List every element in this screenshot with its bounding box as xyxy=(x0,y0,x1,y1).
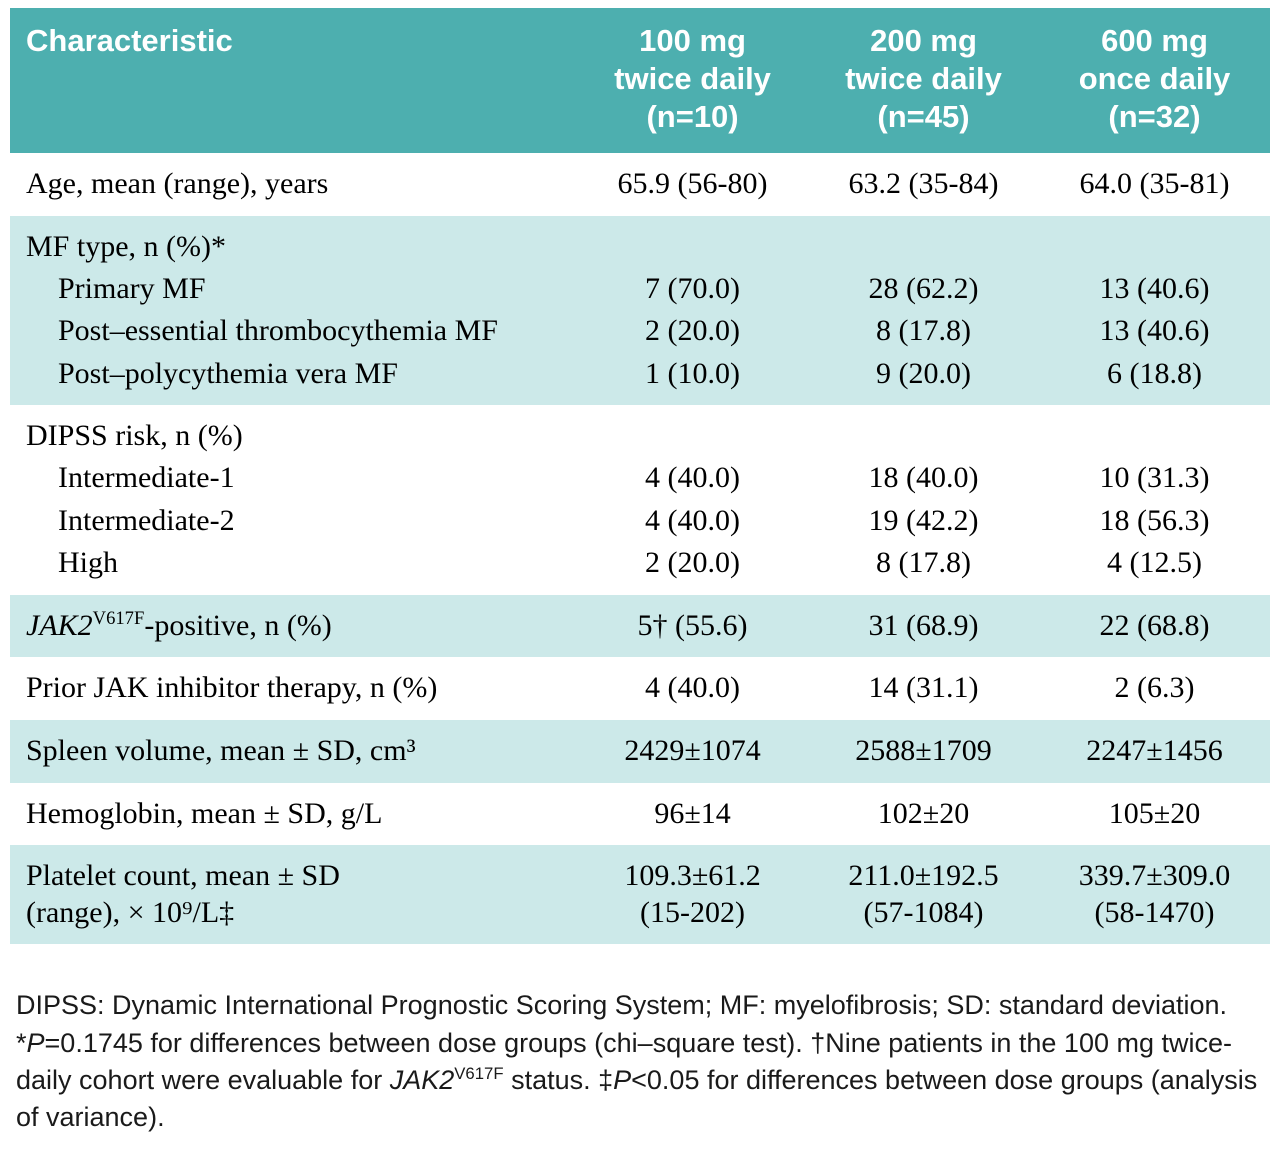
table-row-primary-mf: Primary MF 7 (70.0) 28 (62.2) 13 (40.6) xyxy=(10,267,1270,311)
row-value: 6 (18.8) xyxy=(1039,352,1270,406)
row-value: 22 (68.8) xyxy=(1039,594,1270,658)
row-label: Intermediate-2 xyxy=(58,503,235,537)
row-label: Spleen volume, mean ± SD, cm³ xyxy=(10,719,578,783)
row-value: 2588±1709 xyxy=(808,719,1039,783)
patient-characteristics-table-page: Characteristic 100 mg twice daily (n=10)… xyxy=(10,0,1270,1146)
row-label: Primary MF xyxy=(10,267,578,311)
table-row-hemoglobin: Hemoglobin, mean ± SD, g/L 96±14 102±20 … xyxy=(10,783,1270,846)
row-value: 2247±1456 xyxy=(1039,719,1270,783)
row-value: 14 (31.1) xyxy=(868,671,979,705)
row-label: Platelet count, mean ± SD (range), × 10⁹… xyxy=(10,845,578,945)
row-label: Post–essential thrombocythemia MF xyxy=(10,310,578,353)
row-label: Intermediate-1 xyxy=(58,461,235,494)
header-row: Characteristic 100 mg twice daily (n=10)… xyxy=(10,8,1270,154)
jak2-gene-label: JAK2 xyxy=(389,1064,455,1095)
row-value: 19 (42.2) xyxy=(868,503,979,537)
jak2-label-rest: -positive, n (%) xyxy=(144,608,332,642)
table-row-high-risk: High 2 (20.0) 8 (17.8) 4 (12.5) xyxy=(10,542,1270,595)
row-label: Hemoglobin, mean ± SD, g/L xyxy=(26,796,383,830)
row-value: 9 (20.0) xyxy=(808,352,1039,406)
group-row-label: MF type, n (%)* xyxy=(10,216,1270,268)
footnote-text: =0.1745 for differences between dose gro… xyxy=(16,1027,1232,1095)
patient-characteristics-table: Characteristic 100 mg twice daily (n=10)… xyxy=(10,8,1270,945)
row-value: 13 (40.6) xyxy=(1039,267,1270,311)
row-value: 63.2 (35-84) xyxy=(848,167,999,201)
row-value: 4 (40.0) xyxy=(645,503,741,537)
row-value: 13 (40.6) xyxy=(1039,310,1270,353)
row-value: 2429±1074 xyxy=(577,719,809,783)
footnote-text: DIPSS: Dynamic International Prognostic … xyxy=(16,990,1227,1058)
column-header-100mg: 100 mg twice daily (n=10) xyxy=(577,8,809,154)
row-value: 10 (31.3) xyxy=(1099,461,1210,494)
row-value: 339.7±309.0 (58-1470) xyxy=(1039,845,1270,945)
row-value: 4 (12.5) xyxy=(1107,546,1202,580)
row-value: 28 (62.2) xyxy=(808,267,1039,311)
row-label: JAK2V617F-positive, n (%) xyxy=(10,594,578,658)
table-row-mf-type-header: MF type, n (%)* xyxy=(10,216,1270,268)
row-value: 4 (40.0) xyxy=(645,461,741,494)
jak2-mutation-superscript: V617F xyxy=(454,1063,504,1083)
row-value: 31 (68.9) xyxy=(808,594,1039,658)
column-header-200mg: 200 mg twice daily (n=45) xyxy=(808,8,1039,154)
row-label: High xyxy=(58,546,118,580)
table-row-spleen-volume: Spleen volume, mean ± SD, cm³ 2429±1074 … xyxy=(10,719,1270,783)
table-row-intermediate-1: Intermediate-1 4 (40.0) 18 (40.0) 10 (31… xyxy=(10,457,1270,500)
row-label: Prior JAK inhibitor therapy, n (%) xyxy=(26,671,438,705)
row-value: 65.9 (56-80) xyxy=(617,167,768,201)
row-value: 109.3±61.2 (15-202) xyxy=(577,845,809,945)
table-row-prior-jak-therapy: Prior JAK inhibitor therapy, n (%) 4 (40… xyxy=(10,657,1270,720)
row-value: 5† (55.6) xyxy=(577,594,809,658)
row-value: 2 (6.3) xyxy=(1114,671,1195,705)
table-header: Characteristic 100 mg twice daily (n=10)… xyxy=(10,8,1270,154)
row-label: Age, mean (range), years xyxy=(26,167,329,201)
row-value: 7 (70.0) xyxy=(577,267,809,311)
table-row-post-et-mf: Post–essential thrombocythemia MF 2 (20.… xyxy=(10,310,1270,353)
footnote-p-value-italic: P xyxy=(613,1064,632,1095)
column-header-600mg: 600 mg once daily (n=32) xyxy=(1039,8,1270,154)
row-value: 96±14 xyxy=(654,796,731,830)
row-value: 8 (17.8) xyxy=(808,310,1039,353)
row-value: 105±20 xyxy=(1108,796,1201,830)
row-value: 102±20 xyxy=(877,796,970,830)
group-row-label: DIPSS risk, n (%) xyxy=(26,419,243,453)
row-value: 2 (20.0) xyxy=(577,310,809,353)
row-value: 8 (17.8) xyxy=(876,546,971,580)
table-row-age: Age, mean (range), years 65.9 (56-80) 63… xyxy=(10,153,1270,216)
table-row-jak2-positive: JAK2V617F-positive, n (%) 5† (55.6) 31 (… xyxy=(10,594,1270,658)
row-value: 2 (20.0) xyxy=(645,546,741,580)
footnote-text: <0.05 for differences between dose group… xyxy=(16,1064,1258,1133)
row-value: 4 (40.0) xyxy=(645,671,741,705)
table-row-intermediate-2: Intermediate-2 4 (40.0) 19 (42.2) 18 (56… xyxy=(10,500,1270,543)
row-value: 64.0 (35-81) xyxy=(1079,167,1230,201)
row-label: Post–polycythemia vera MF xyxy=(10,352,578,406)
table-row-post-pv-mf: Post–polycythemia vera MF 1 (10.0) 9 (20… xyxy=(10,352,1270,406)
table-row-dipss-header: DIPSS risk, n (%) xyxy=(10,405,1270,457)
jak2-mutation-superscript: V617F xyxy=(92,607,145,629)
jak2-gene-label: JAK2 xyxy=(26,608,93,642)
table-body: Age, mean (range), years 65.9 (56-80) 63… xyxy=(10,153,1270,945)
row-value: 18 (40.0) xyxy=(868,461,979,494)
table-footnote: DIPSS: Dynamic International Prognostic … xyxy=(10,971,1270,1146)
row-value: 1 (10.0) xyxy=(577,352,809,406)
footnote-text: status. ‡ xyxy=(503,1064,614,1095)
footnote-p-value-italic: P xyxy=(26,1027,45,1058)
column-header-characteristic: Characteristic xyxy=(10,8,578,154)
row-value: 18 (56.3) xyxy=(1099,503,1210,537)
table-row-platelet-count: Platelet count, mean ± SD (range), × 10⁹… xyxy=(10,845,1270,945)
row-value: 211.0±192.5 (57-1084) xyxy=(808,845,1039,945)
